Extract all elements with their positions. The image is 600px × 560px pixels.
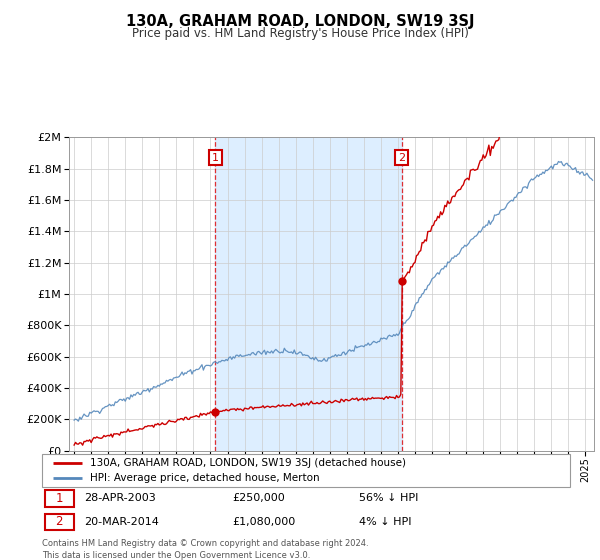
Text: 1: 1	[212, 152, 219, 162]
Text: 28-APR-2003: 28-APR-2003	[84, 493, 156, 503]
Text: 20-MAR-2014: 20-MAR-2014	[84, 517, 159, 527]
FancyBboxPatch shape	[42, 454, 570, 487]
Text: 130A, GRAHAM ROAD, LONDON, SW19 3SJ (detached house): 130A, GRAHAM ROAD, LONDON, SW19 3SJ (det…	[89, 458, 406, 468]
Text: HPI: Average price, detached house, Merton: HPI: Average price, detached house, Mert…	[89, 473, 319, 483]
FancyBboxPatch shape	[44, 514, 74, 530]
Text: £250,000: £250,000	[232, 493, 285, 503]
Text: 2: 2	[398, 152, 405, 162]
Text: £1,080,000: £1,080,000	[232, 517, 295, 527]
Text: 1: 1	[55, 492, 63, 505]
Text: 130A, GRAHAM ROAD, LONDON, SW19 3SJ: 130A, GRAHAM ROAD, LONDON, SW19 3SJ	[126, 14, 474, 29]
Bar	[215, 137, 401, 451]
Text: Price paid vs. HM Land Registry's House Price Index (HPI): Price paid vs. HM Land Registry's House …	[131, 27, 469, 40]
Text: 4% ↓ HPI: 4% ↓ HPI	[359, 517, 412, 527]
FancyBboxPatch shape	[44, 490, 74, 507]
Text: 56% ↓ HPI: 56% ↓ HPI	[359, 493, 418, 503]
Text: Contains HM Land Registry data © Crown copyright and database right 2024.
This d: Contains HM Land Registry data © Crown c…	[42, 539, 368, 559]
Text: 2: 2	[55, 515, 63, 529]
